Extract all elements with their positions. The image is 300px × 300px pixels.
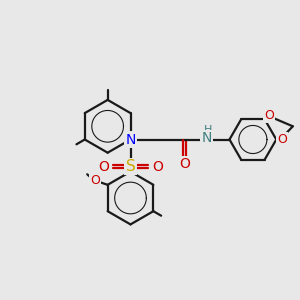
Text: O: O	[264, 109, 274, 122]
Text: N: N	[201, 131, 212, 145]
Text: O: O	[98, 160, 109, 173]
Text: S: S	[126, 159, 135, 174]
Text: O: O	[90, 174, 100, 187]
Text: N: N	[125, 133, 136, 146]
Text: H: H	[204, 125, 213, 135]
Text: O: O	[152, 160, 163, 173]
Text: O: O	[179, 158, 190, 171]
Text: O: O	[278, 133, 287, 146]
